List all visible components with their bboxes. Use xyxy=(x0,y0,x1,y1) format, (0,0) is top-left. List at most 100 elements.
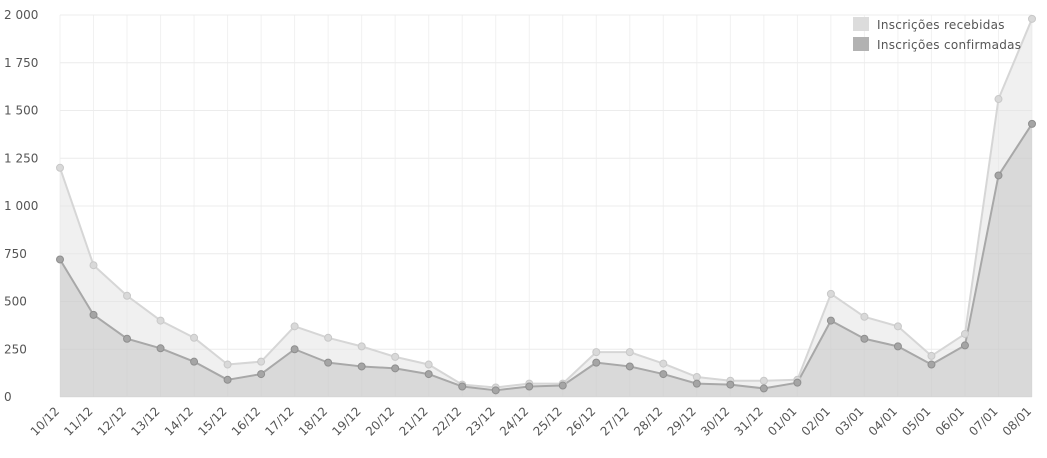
x-tick-label: 22/12 xyxy=(430,404,464,438)
data-point xyxy=(826,316,835,325)
data-point xyxy=(994,95,1003,104)
data-point xyxy=(960,341,969,350)
series-line-2 xyxy=(59,123,1033,392)
y-tick-label: 250 xyxy=(4,342,27,356)
x-tick-label: 03/01 xyxy=(832,404,866,438)
x-tick-label: 28/12 xyxy=(631,404,665,438)
y-tick-label: 750 xyxy=(4,247,27,261)
y-tick-label: 1 250 xyxy=(4,151,38,165)
series-areas xyxy=(60,18,1032,398)
data-point xyxy=(893,322,902,331)
data-point xyxy=(726,380,735,389)
x-tick-label: 11/12 xyxy=(61,404,95,438)
x-tick-label: 16/12 xyxy=(229,404,263,438)
data-point xyxy=(458,382,467,391)
data-point xyxy=(793,378,802,387)
x-tick-label: 01/01 xyxy=(765,404,799,438)
data-point xyxy=(190,357,199,366)
x-axis: 10/12 11/12 12/12 13/12 14/12 15/12 16/12 17/12… xyxy=(28,404,1034,438)
x-tick-label: 02/01 xyxy=(799,404,833,438)
data-point xyxy=(1028,14,1036,23)
x-tick-label: 08/01 xyxy=(1000,404,1034,438)
data-point xyxy=(424,360,433,369)
x-tick-label: 05/01 xyxy=(899,404,933,438)
legend-swatch xyxy=(853,17,869,31)
x-tick-label: 27/12 xyxy=(598,404,632,438)
x-tick-label: 23/12 xyxy=(463,404,497,438)
x-tick-label: 21/12 xyxy=(396,404,430,438)
x-tick-label: 30/12 xyxy=(698,404,732,438)
data-point xyxy=(592,348,601,357)
data-point xyxy=(223,360,232,369)
x-tick-label: 13/12 xyxy=(128,404,162,438)
data-point xyxy=(156,316,165,325)
y-axis: 0 250 500 750 1 000 1 250 1 500 1 750 2 000 xyxy=(4,8,38,404)
x-tick-label: 19/12 xyxy=(329,404,363,438)
data-point xyxy=(257,370,266,379)
data-point xyxy=(357,362,366,371)
data-point xyxy=(659,359,668,368)
x-tick-label: 12/12 xyxy=(95,404,129,438)
x-tick-label: 20/12 xyxy=(363,404,397,438)
x-tick-label: 07/01 xyxy=(966,404,1000,438)
data-point xyxy=(257,357,266,366)
data-point xyxy=(826,289,835,298)
legend-label: Inscrições confirmadas xyxy=(877,38,1021,52)
data-point xyxy=(156,344,165,353)
y-tick-label: 1 750 xyxy=(4,56,38,70)
data-point xyxy=(625,348,634,357)
x-tick-label: 06/01 xyxy=(933,404,967,438)
data-point xyxy=(860,334,869,343)
data-point xyxy=(391,364,400,373)
data-point xyxy=(994,171,1003,180)
x-tick-label: 15/12 xyxy=(195,404,229,438)
x-tick-label: 10/12 xyxy=(28,404,62,438)
data-point xyxy=(860,312,869,321)
x-tick-label: 29/12 xyxy=(665,404,699,438)
data-point xyxy=(491,386,500,395)
data-point xyxy=(123,291,132,300)
legend: Inscrições recebidas Inscrições confirmad… xyxy=(853,17,1021,52)
series-line-1 xyxy=(59,18,1033,389)
data-point xyxy=(893,342,902,351)
data-point xyxy=(324,333,333,342)
data-point xyxy=(123,334,132,343)
data-point xyxy=(592,358,601,367)
x-tick-label: 04/01 xyxy=(866,404,900,438)
x-tick-label: 18/12 xyxy=(296,404,330,438)
data-point xyxy=(357,342,366,351)
data-point xyxy=(625,362,634,371)
data-point xyxy=(391,352,400,361)
data-point xyxy=(759,376,768,385)
data-point xyxy=(692,379,701,388)
legend-label: Inscrições recebidas xyxy=(877,18,1005,32)
data-point xyxy=(659,370,668,379)
series-area-2 xyxy=(60,123,1032,398)
y-tick-label: 1 500 xyxy=(4,104,38,118)
data-point xyxy=(89,310,98,319)
y-tick-label: 2 000 xyxy=(4,8,38,22)
data-point xyxy=(927,351,936,360)
data-point xyxy=(290,322,299,331)
data-point xyxy=(927,360,936,369)
data-point xyxy=(960,329,969,338)
data-point xyxy=(56,163,64,172)
y-tick-label: 0 xyxy=(4,390,12,404)
series-points xyxy=(56,14,1036,395)
x-tick-label: 14/12 xyxy=(162,404,196,438)
data-point xyxy=(290,345,299,354)
y-tick-label: 1 000 xyxy=(4,199,38,213)
series-area-1 xyxy=(60,18,1032,397)
data-point xyxy=(692,372,701,381)
data-point xyxy=(223,375,232,384)
series-lines xyxy=(59,18,1033,392)
x-tick-label: 24/12 xyxy=(497,404,531,438)
data-point xyxy=(324,358,333,367)
x-tick-label: 31/12 xyxy=(732,404,766,438)
data-point xyxy=(1028,119,1036,128)
legend-swatch xyxy=(853,37,869,51)
data-point xyxy=(190,333,199,342)
data-point xyxy=(759,384,768,393)
